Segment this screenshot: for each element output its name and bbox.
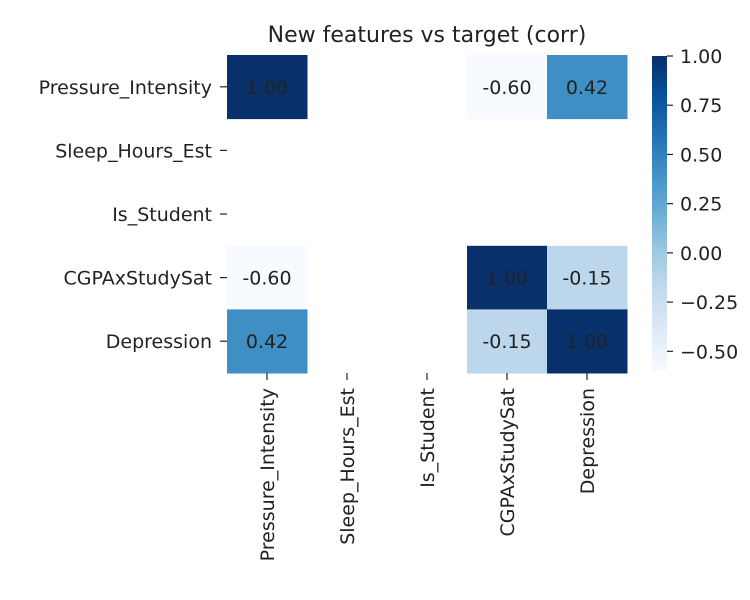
colorbar-tick-label: 1.00 (680, 46, 722, 68)
cell-value-label: -0.15 (562, 268, 611, 290)
cell-value-label: 0.42 (246, 331, 288, 353)
col-label: CGPAxStudySat (497, 388, 519, 536)
heatmap-cell (227, 245, 308, 310)
chart-title: New features vs target (corr) (268, 23, 587, 48)
cell-value-label: 0.42 (566, 77, 608, 99)
cell-value-label: -0.15 (482, 331, 531, 353)
row-label: Depression (106, 331, 212, 353)
heatmap-cell (227, 55, 308, 120)
row-label: CGPAxStudySat (64, 268, 212, 290)
col-label: Is_Student (417, 388, 439, 488)
heatmap-cell (547, 55, 628, 120)
colorbar-tick-label: 0.50 (680, 144, 722, 166)
colorbar (652, 56, 667, 371)
heatmap-cell (467, 309, 548, 374)
colorbar-tick-label: −0.25 (680, 292, 738, 314)
heatmap-cell (547, 309, 628, 374)
col-label: Pressure_Intensity (257, 388, 279, 561)
col-label: Sleep_Hours_Est (337, 388, 359, 545)
cell-value-label: -0.60 (482, 77, 531, 99)
row-label: Sleep_Hours_Est (55, 140, 212, 162)
heatmap-cell (227, 309, 308, 374)
cell-value-label: -0.60 (242, 268, 291, 290)
heatmap-cell (547, 245, 628, 310)
row-label: Pressure_Intensity (39, 77, 212, 99)
colorbar-tick-label: 0.75 (680, 95, 722, 117)
colorbar-tick-label: −0.50 (680, 341, 738, 363)
row-label: Is_Student (112, 204, 212, 226)
cell-value-label: 1.00 (566, 331, 608, 353)
colorbar-tick-label: 0.25 (680, 194, 722, 216)
heatmap-cell (467, 55, 548, 120)
cell-value-label: 1.00 (486, 268, 528, 290)
colorbar-tick-label: 0.00 (680, 243, 722, 265)
cell-value-label: 1.00 (246, 77, 288, 99)
col-label: Depression (577, 388, 599, 494)
heatmap-cell (467, 245, 548, 310)
